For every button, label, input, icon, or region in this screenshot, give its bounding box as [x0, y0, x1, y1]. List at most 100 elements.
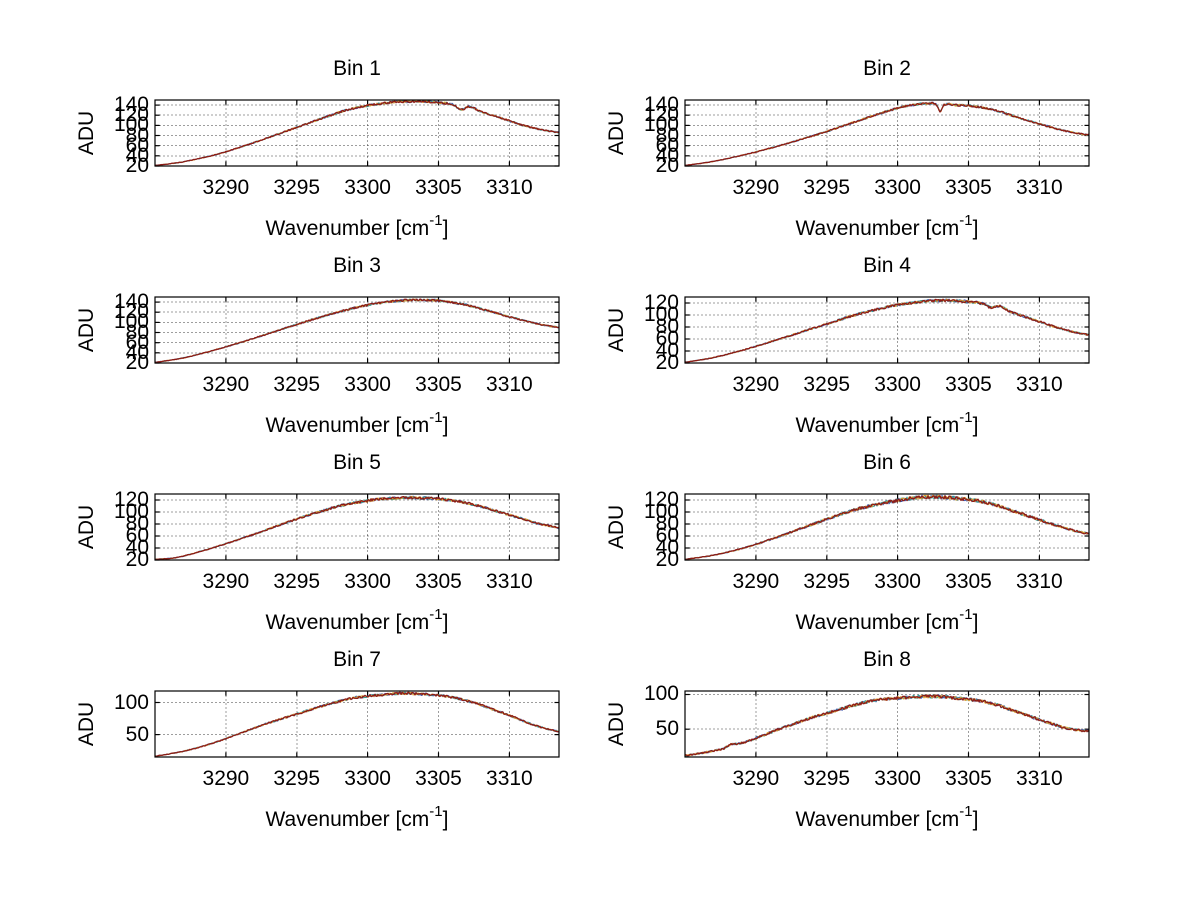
x-axis-label: Wavenumber [cm-1]	[155, 409, 559, 437]
spectrum-trace-blue	[154, 691, 560, 757]
x-tick-label: 3310	[486, 570, 533, 593]
spectrum-trace-dark-red	[684, 694, 1090, 757]
x-axis-label: Wavenumber [cm-1]	[155, 803, 559, 831]
plot-area	[154, 296, 560, 364]
x-tick-label: 3290	[732, 176, 780, 199]
x-tick-label: 3290	[732, 373, 780, 396]
y-tick-label: 50	[655, 717, 679, 741]
x-tick-label: 3305	[415, 767, 462, 790]
x-axis-label-text: Wavenumber [cm	[265, 808, 430, 831]
x-tick-label: 3305	[945, 176, 992, 199]
x-tick-label: 3305	[945, 570, 992, 593]
y-tick-label: 100	[113, 500, 149, 523]
x-axis-label-close-bracket: ]	[972, 808, 979, 831]
x-axis-label-superscript: -1	[959, 606, 973, 623]
spectrum-trace-dark-red	[154, 100, 560, 167]
y-tick-label: 120	[113, 488, 149, 511]
y-tick-label: 100	[643, 682, 679, 706]
spectrum-trace-dark-red	[684, 298, 1090, 364]
x-axis-label-superscript: -1	[429, 409, 443, 426]
y-tick-label: 120	[643, 488, 679, 511]
axes-frame	[154, 99, 560, 167]
x-tick-label: 3300	[344, 176, 391, 199]
spectrum-trace-orange	[154, 495, 560, 560]
x-axis-label-superscript: -1	[959, 409, 973, 426]
x-tick-label: 3290	[732, 570, 780, 593]
y-tick-label: 80	[125, 320, 149, 344]
x-tick-label: 3295	[803, 570, 851, 593]
x-tick-label: 3310	[1016, 176, 1063, 199]
x-axis-label-close-bracket: ]	[972, 611, 979, 634]
spectrum-trace-orange	[684, 298, 1090, 363]
x-axis-label-text: Wavenumber [cm	[265, 611, 430, 634]
x-axis-label: Wavenumber [cm-1]	[685, 606, 1089, 634]
x-tick-label: 3300	[874, 570, 921, 593]
x-axis-label: Wavenumber [cm-1]	[155, 606, 559, 634]
x-tick-label: 3290	[732, 767, 780, 790]
plot-area	[684, 99, 1090, 167]
spectrum-trace-dark-red	[154, 691, 560, 758]
spectrum-trace-teal	[684, 298, 1090, 363]
axes-frame	[684, 493, 1090, 561]
x-axis-label-superscript: -1	[429, 606, 443, 623]
axes-frame	[684, 296, 1090, 364]
y-tick-label: 60	[125, 524, 149, 547]
x-axis-label: Wavenumber [cm-1]	[685, 409, 1089, 437]
y-tick-label: 80	[655, 315, 679, 338]
y-tick-label: 60	[125, 330, 149, 354]
spectrum-trace-dark-red	[155, 495, 560, 561]
x-tick-label: 3295	[273, 176, 321, 199]
y-tick-label: 20	[125, 351, 149, 374]
x-tick-label: 3305	[945, 767, 992, 790]
x-tick-label: 3310	[1016, 570, 1063, 593]
x-tick-label: 3295	[803, 767, 851, 790]
x-axis-label-close-bracket: ]	[442, 414, 449, 437]
y-tick-label: 20	[125, 154, 149, 177]
x-tick-label: 3295	[803, 373, 851, 396]
x-tick-label: 3310	[1016, 767, 1063, 790]
subplot-title: Bin 5	[333, 451, 381, 474]
y-tick-label: 100	[643, 303, 679, 326]
spectrum-trace-teal	[684, 495, 1090, 560]
y-tick-label: 20	[125, 548, 149, 571]
y-tick-label: 100	[113, 310, 149, 334]
plot-area	[684, 690, 1090, 758]
plot-area	[154, 493, 560, 561]
subplot-title: Bin 4	[863, 254, 911, 277]
y-tick-label: 100	[643, 113, 679, 137]
subplot-title: Bin 8	[863, 648, 911, 671]
x-tick-label: 3310	[486, 767, 533, 790]
x-tick-label: 3300	[344, 767, 391, 790]
subplot-title: Bin 6	[863, 451, 911, 474]
x-axis-label: Wavenumber [cm-1]	[685, 212, 1089, 240]
y-tick-label: 40	[655, 143, 679, 167]
x-tick-label: 3305	[415, 570, 462, 593]
spectrum-trace-teal	[154, 495, 560, 560]
x-tick-label: 3300	[874, 176, 921, 199]
x-axis-label-close-bracket: ]	[972, 217, 979, 240]
x-tick-label: 3300	[874, 767, 921, 790]
subplot-title: Bin 2	[863, 57, 911, 80]
axes-frame	[684, 99, 1090, 167]
x-tick-label: 3310	[486, 176, 533, 199]
y-tick-label: 60	[655, 327, 679, 350]
x-tick-label: 3290	[202, 570, 250, 593]
plot-area	[684, 493, 1090, 561]
x-axis-label-text: Wavenumber [cm	[265, 217, 430, 240]
x-axis-label-superscript: -1	[429, 803, 443, 820]
x-axis-label-close-bracket: ]	[972, 414, 979, 437]
spectrum-trace-blue	[684, 694, 1090, 757]
plot-area	[684, 296, 1090, 364]
x-tick-label: 3300	[344, 373, 391, 396]
x-tick-label: 3305	[415, 373, 462, 396]
y-tick-label: 80	[125, 123, 149, 147]
y-tick-label: 140	[643, 93, 679, 117]
x-tick-label: 3310	[486, 373, 533, 396]
x-axis-label-close-bracket: ]	[442, 217, 449, 240]
x-tick-label: 3295	[273, 767, 321, 790]
x-axis-label-text: Wavenumber [cm	[265, 414, 430, 437]
x-tick-label: 3290	[202, 767, 250, 790]
x-axis-label-close-bracket: ]	[442, 808, 449, 831]
spectrum-trace-blue	[155, 495, 560, 561]
spectrum-trace-teal	[684, 694, 1090, 757]
